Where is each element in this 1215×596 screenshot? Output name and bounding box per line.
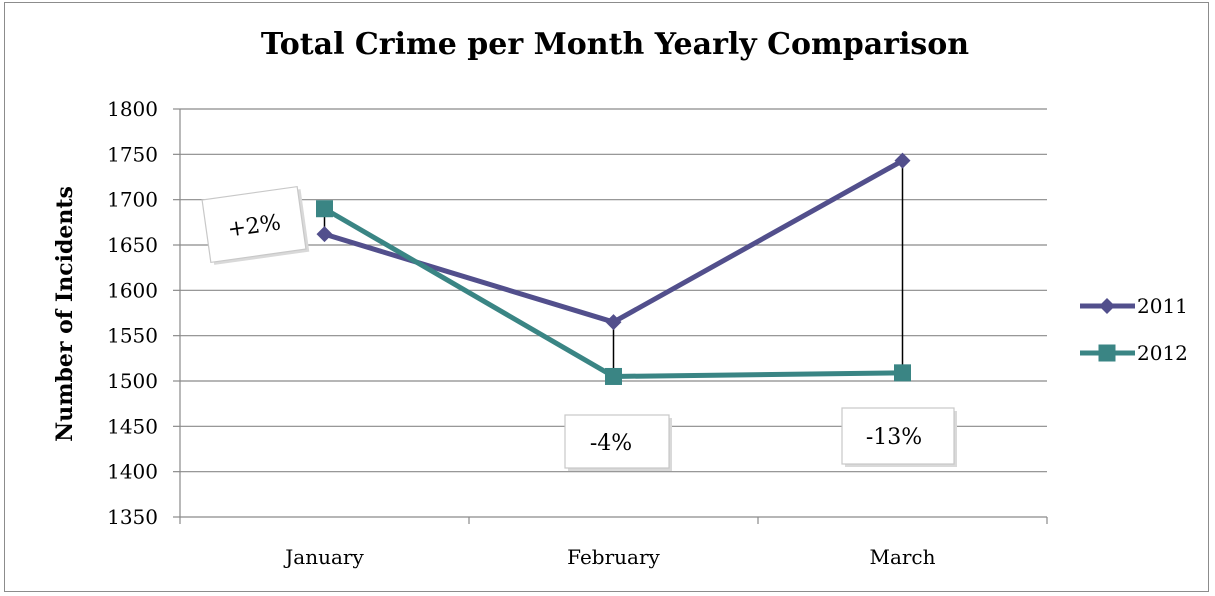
y-axis-label: Number of Incidents [52, 186, 78, 442]
annotation-label: -4% [564, 414, 672, 471]
series-line-2011 [323, 158, 904, 325]
annotation-box [841, 407, 955, 465]
y-tick-label: 1750 [107, 142, 158, 166]
annotation-box [201, 185, 307, 264]
annotations-group: +2% -4% -13% [201, 185, 957, 471]
y-tick-label: 1550 [107, 324, 158, 348]
y-tick-label: 1600 [107, 278, 158, 302]
annotation-label: -13% [841, 407, 957, 467]
y-tick-label: 1650 [107, 233, 158, 257]
line-chart: Total Crime per Month Yearly Comparison … [52, 27, 1188, 569]
chart-frame: Total Crime per Month Yearly Comparison … [4, 2, 1209, 592]
legend-label: 2011 [1137, 294, 1188, 318]
data-point-diamond [1099, 298, 1115, 314]
data-point-square [316, 200, 333, 218]
data-point-diamond [316, 226, 333, 243]
gridlines [180, 108, 1047, 473]
y-tick-label: 1450 [107, 414, 158, 438]
legend: 2011 2012 [1080, 294, 1188, 365]
x-tick-label: January [283, 545, 364, 569]
data-point-square [605, 367, 622, 385]
data-point-square [1098, 344, 1116, 362]
difference-connectors [323, 160, 904, 377]
chart-title: Total Crime per Month Yearly Comparison [261, 27, 969, 62]
y-tick-label: 1350 [107, 505, 158, 529]
annotation-box [564, 414, 670, 469]
data-point-diamond [605, 314, 622, 331]
series-group [316, 152, 911, 385]
y-tick-label: 1400 [107, 460, 158, 484]
y-tick-label: 1700 [107, 188, 158, 212]
x-tick-label: March [869, 545, 935, 569]
axes: 1350 1400 1450 1500 1550 1600 1650 1700 1750 1800… [107, 97, 1048, 569]
y-tick-label: 1800 [107, 97, 158, 121]
y-tick-label: 1500 [107, 369, 158, 393]
legend-label: 2012 [1137, 341, 1188, 365]
data-point-diamond [894, 152, 911, 169]
x-tick-label: February [567, 545, 660, 569]
annotation-text: -13% [866, 425, 922, 450]
annotation-label: +2% [201, 185, 310, 265]
annotation-text: -4% [590, 431, 632, 456]
data-point-square [894, 364, 911, 382]
